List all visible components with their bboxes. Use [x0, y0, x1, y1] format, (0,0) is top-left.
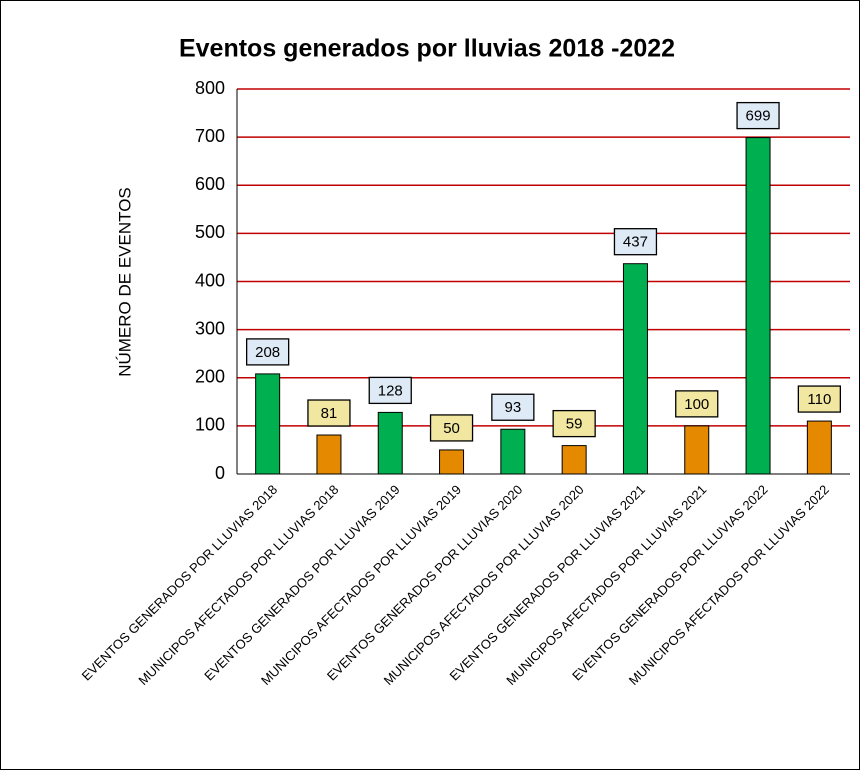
- bar: [377, 411, 403, 475]
- bar: [439, 449, 465, 475]
- value-label: 81: [321, 405, 338, 422]
- y-tick-label: 300: [195, 318, 225, 338]
- value-label: 59: [566, 416, 583, 433]
- value-label-box: [245, 338, 290, 366]
- value-label-box: [797, 385, 841, 413]
- bar: [684, 425, 710, 475]
- y-tick-label: 600: [195, 174, 225, 194]
- value-label: 208: [255, 344, 280, 361]
- y-tick-label: 200: [195, 367, 225, 387]
- y-tick-label: 700: [195, 126, 225, 146]
- value-label-box: [368, 376, 412, 405]
- bar: [561, 445, 587, 475]
- bar: [622, 263, 648, 475]
- value-label: 110: [807, 391, 831, 408]
- value-label-box: [552, 409, 596, 438]
- bar: [316, 434, 342, 475]
- value-label-box: [736, 101, 780, 130]
- value-label-box: [613, 228, 658, 256]
- y-tick-label: 400: [195, 270, 225, 290]
- y-tick-label: 500: [195, 222, 225, 242]
- value-label-box: [307, 399, 351, 427]
- value-label-box: [429, 414, 474, 442]
- bar: [745, 137, 771, 475]
- value-label: 50: [443, 420, 460, 437]
- y-tick-label: 100: [195, 415, 225, 435]
- bar: [255, 373, 281, 475]
- value-label: 100: [684, 396, 709, 413]
- value-label: 437: [623, 234, 648, 251]
- value-label: 699: [746, 108, 771, 125]
- bar: [500, 428, 526, 475]
- y-tick-label: 0: [215, 463, 225, 483]
- y-axis-label: NÚMERO DE EVENTOS: [115, 187, 134, 377]
- value-label: 128: [378, 382, 403, 399]
- chart-title: Eventos generados por lluvias 2018 -2022: [179, 35, 675, 63]
- y-tick-label: 800: [195, 78, 225, 98]
- value-label: 93: [505, 399, 522, 416]
- value-label-box: [675, 390, 719, 418]
- value-label-box: [491, 393, 535, 421]
- bar: [806, 420, 832, 475]
